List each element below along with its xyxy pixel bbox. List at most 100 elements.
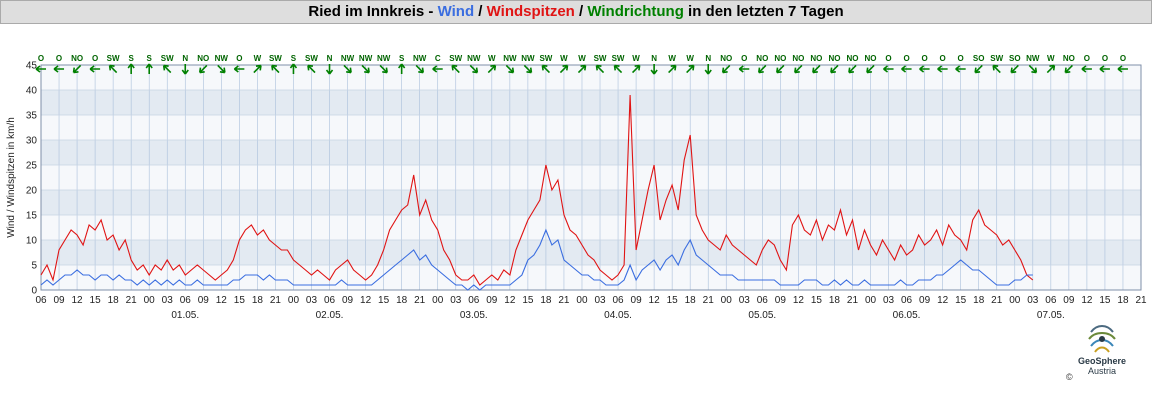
arrow-shape	[668, 64, 677, 74]
direction-arrow-icon	[217, 64, 226, 74]
direction-arrow-icon	[415, 64, 425, 74]
arrow-shape	[379, 64, 388, 74]
direction-arrow-icon	[974, 64, 983, 74]
series-line-gusts	[40, 94, 1034, 286]
arrow-shape	[757, 64, 767, 74]
arrow-shape	[253, 64, 262, 74]
day-label: 06.05.	[893, 310, 921, 321]
direction-label: W	[488, 54, 496, 63]
direction-arrow-icon	[361, 64, 370, 74]
direction-label: NW	[215, 54, 229, 63]
direction-arrow-icon	[289, 63, 298, 74]
direction-arrow-icon	[343, 64, 352, 74]
direction-arrow-icon	[53, 65, 65, 73]
direction-label: S	[128, 54, 134, 63]
direction-arrow-icon	[595, 64, 605, 74]
direction-label: S	[147, 54, 153, 63]
direction-arrow-icon	[955, 65, 966, 73]
band	[41, 165, 1141, 190]
direction-label: NW	[467, 54, 481, 63]
direction-arrow-icon	[162, 64, 172, 74]
direction-arrow-icon	[89, 65, 101, 73]
direction-arrow-icon	[1117, 65, 1128, 73]
arrow-shape	[1099, 65, 1110, 73]
direction-label: NO	[197, 54, 209, 63]
x-tick-label: 09	[919, 295, 931, 306]
direction-arrow-icon	[577, 64, 587, 74]
band	[41, 190, 1141, 215]
x-tick-label: 18	[540, 295, 552, 306]
x-tick-label: 06	[468, 295, 480, 306]
band	[41, 90, 1141, 115]
day-label: 03.05.	[460, 310, 488, 321]
band	[41, 240, 1141, 265]
arrow-shape	[1028, 64, 1038, 74]
direction-label: SW	[990, 54, 1003, 63]
direction-arrow-icon	[127, 63, 135, 74]
x-tick-label: 09	[1063, 295, 1075, 306]
x-tick-label: 21	[1135, 295, 1147, 306]
x-tick-label: 12	[360, 295, 372, 306]
plot-frame	[40, 64, 1142, 291]
direction-arrow-icon	[866, 64, 875, 74]
x-tick-label: 09	[53, 295, 65, 306]
direction-arrow-icon	[1010, 64, 1019, 74]
direction-label: NW	[341, 54, 355, 63]
direction-arrow-icon	[919, 65, 930, 73]
x-tick-label: 15	[378, 295, 390, 306]
direction-label: N	[327, 54, 333, 63]
arrow-shape	[541, 64, 551, 74]
x-tick-label: 12	[649, 295, 661, 306]
arrow-shape	[432, 65, 443, 73]
x-tick-label: 06	[1045, 295, 1057, 306]
direction-label: W	[578, 54, 586, 63]
arrow-shape	[271, 64, 280, 74]
direction-label: W	[254, 54, 262, 63]
direction-label: NO	[774, 54, 786, 63]
direction-arrow-icon	[487, 64, 497, 74]
direction-label: SW	[612, 54, 625, 63]
title-wind: Wind	[437, 3, 475, 20]
x-tick-label: 18	[685, 295, 697, 306]
arrow-shape	[686, 64, 695, 74]
arrow-shape	[145, 63, 153, 74]
x-tick-label: 18	[1117, 295, 1129, 306]
direction-arrow-icon	[451, 64, 460, 74]
direction-label: NW	[413, 54, 427, 63]
vertical-gridlines	[40, 65, 1142, 290]
x-tick-label: 09	[198, 295, 210, 306]
x-tick-label: 21	[414, 295, 426, 306]
x-tick-label: 21	[270, 295, 282, 306]
x-tick-label: 15	[90, 295, 102, 306]
arrow-shape	[181, 64, 189, 75]
direction-arrow-icon	[35, 65, 46, 73]
direction-label: SO	[973, 54, 985, 63]
direction-label: O	[236, 54, 242, 63]
direction-arrow-icon	[937, 65, 948, 73]
arrow-shape	[937, 65, 948, 73]
direction-arrow-icon	[1081, 65, 1092, 73]
x-tick-label: 00	[1009, 295, 1021, 306]
day-labels: 01.05. 02.05. 03.05. 04.05. 05.05. 06.05. 07.0…	[171, 310, 1064, 321]
direction-label: NO	[1063, 54, 1075, 63]
chart-title: Ried im Innkreis - Wind / Windspitzen / …	[0, 0, 1152, 24]
direction-arrow-icon	[686, 64, 695, 74]
arrow-shape	[721, 64, 731, 74]
arrow-shape	[162, 64, 172, 74]
title-slash-1: /	[474, 3, 487, 20]
direction-label: SW	[107, 54, 120, 63]
direction-label: O	[885, 54, 891, 63]
arrow-shape	[451, 64, 460, 74]
direction-label: NO	[756, 54, 768, 63]
x-tick-label: 15	[811, 295, 823, 306]
arrow-shape	[992, 64, 1001, 74]
arrow-shape	[577, 64, 587, 74]
direction-label: NO	[792, 54, 804, 63]
x-tick-label: 03	[1027, 295, 1039, 306]
y-tick-label: 25	[26, 161, 38, 172]
arrow-shape	[398, 63, 406, 74]
direction-label: NW	[503, 54, 517, 63]
day-label: 05.05.	[748, 310, 776, 321]
direction-label: O	[903, 54, 909, 63]
direction-arrow-icon	[1046, 64, 1056, 74]
